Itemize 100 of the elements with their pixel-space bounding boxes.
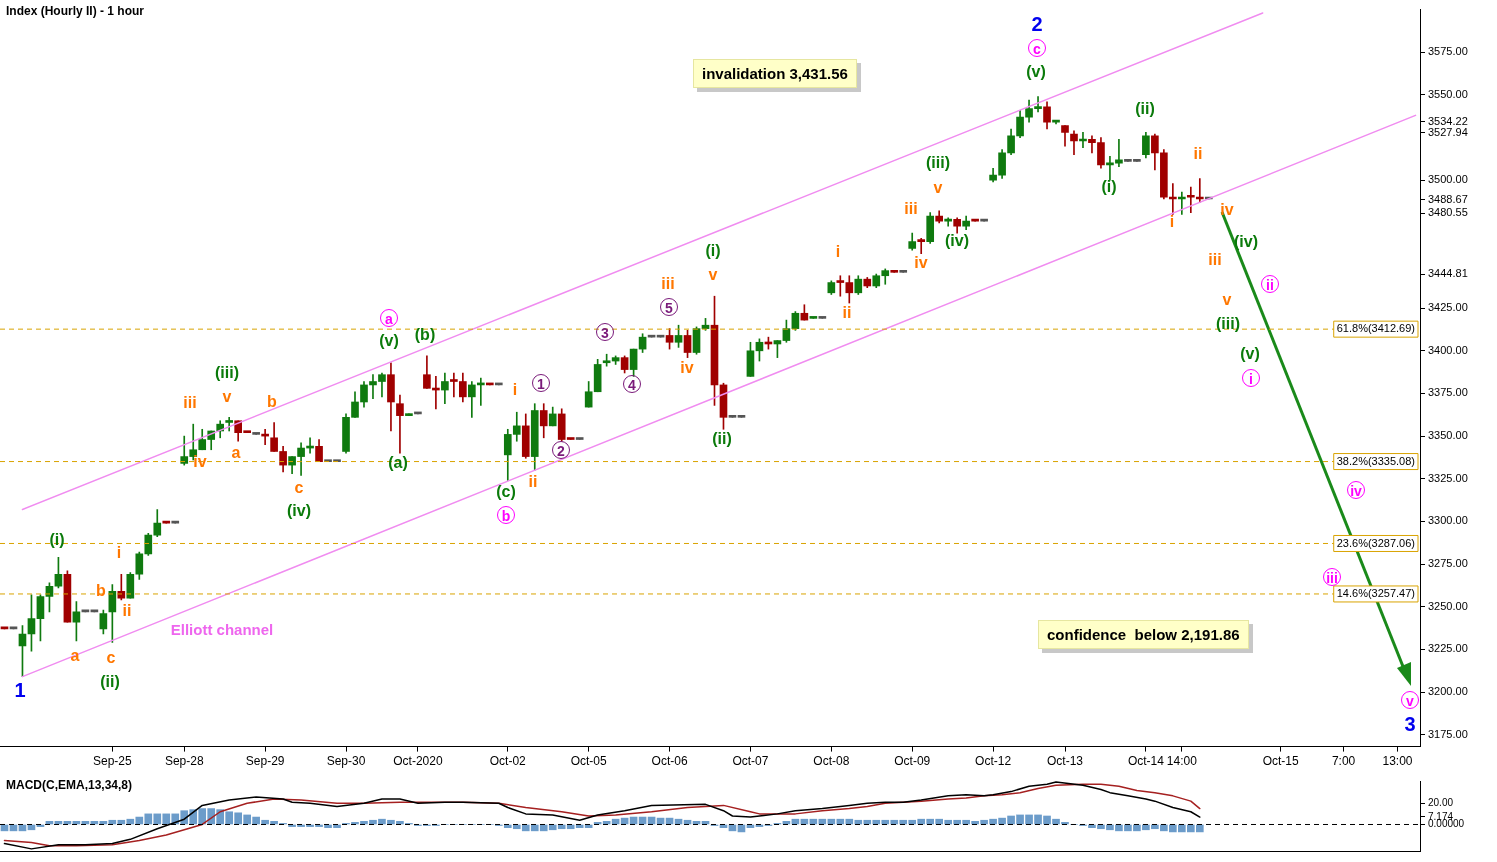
annotation: iii xyxy=(1323,568,1341,586)
y-tick-label: 3550.00 xyxy=(1428,87,1468,100)
annotation: 3 xyxy=(1404,713,1416,735)
x-tick-label: 14:00 xyxy=(1166,754,1198,769)
annotation: (b) xyxy=(414,326,436,343)
annotation: ii xyxy=(122,602,132,619)
annotation: 1 xyxy=(532,374,550,392)
y-tick-label: 3250.00 xyxy=(1428,599,1468,612)
y-tick-label: 3275.00 xyxy=(1428,557,1468,570)
chart-title: Index (Hourly II) - 1 hour xyxy=(6,4,145,18)
annotation: confidence below 2,191.86 xyxy=(1038,620,1249,649)
annotation: a xyxy=(380,309,398,327)
annotation: v xyxy=(1401,691,1419,709)
x-tick-label: Oct-14 xyxy=(1127,754,1165,769)
x-tick-label: Oct-15 xyxy=(1262,754,1300,769)
y-tick-label: 3300.00 xyxy=(1428,514,1468,527)
x-tick-label: Oct-12 xyxy=(975,754,1012,769)
annotation: iii xyxy=(1208,251,1222,268)
annotation: iv xyxy=(680,359,694,376)
y-tick-label: 3527.94 xyxy=(1428,125,1468,138)
annotation: i xyxy=(835,243,841,260)
annotation: i xyxy=(1242,369,1260,387)
annotation: (v) xyxy=(1240,345,1260,362)
ref-line-label: 61.8%(3412.69) xyxy=(1336,322,1415,335)
annotation: iv xyxy=(1220,201,1234,218)
annotation: iv xyxy=(914,254,928,271)
y-tick-label: 3500.00 xyxy=(1428,173,1468,186)
annotation: i xyxy=(1169,213,1175,230)
annotation: (i) xyxy=(705,242,721,259)
ref-line-label: 23.6%(3287.06) xyxy=(1336,536,1415,549)
annotation: ii xyxy=(1261,275,1279,293)
x-tick-label: 7:00 xyxy=(1331,754,1356,769)
annotation: 3 xyxy=(596,323,614,341)
annotation: b xyxy=(96,582,106,599)
annotation: a xyxy=(231,444,241,461)
x-tick-label: Sep-28 xyxy=(164,754,204,769)
y-tick-label: 3575.00 xyxy=(1428,45,1468,58)
annotation: (iv) xyxy=(945,232,969,249)
annotation: 2 xyxy=(552,441,570,459)
annotation: (iv) xyxy=(1234,233,1258,250)
y-tick-label: 0.00000 xyxy=(1428,818,1465,830)
annotation: v xyxy=(708,266,718,283)
chart-title: MACD(C,EMA,13,34,8) xyxy=(6,778,133,792)
x-tick-label: Oct-02 xyxy=(489,754,527,769)
annotation: (i) xyxy=(1101,178,1117,195)
x-tick-label: Oct-13 xyxy=(1046,754,1084,769)
annotation: iii xyxy=(661,275,675,292)
annotation: iii xyxy=(904,200,918,217)
x-tick-label: 13:00 xyxy=(1382,754,1413,769)
x-tick-label: Oct-08 xyxy=(813,754,850,769)
y-tick-label: 3534.22 xyxy=(1428,114,1468,127)
y-tick-label: 3325.00 xyxy=(1428,471,1468,484)
y-tick-label: 3375.00 xyxy=(1428,386,1468,399)
annotation: (ii) xyxy=(1135,100,1155,117)
annotation: ii xyxy=(842,304,852,321)
x-tick-label: Oct-05 xyxy=(570,754,607,769)
x-tick-label: Oct-06 xyxy=(651,754,688,769)
ref-line-label: 38.2%(3335.08) xyxy=(1336,454,1415,467)
annotation: (iv) xyxy=(287,502,311,519)
y-tick-label: 20.00 xyxy=(1428,797,1454,809)
y-tick-label: 3400.00 xyxy=(1428,343,1468,356)
annotation: v xyxy=(933,179,943,196)
annotation: (a) xyxy=(388,454,408,471)
x-tick-label: Oct-07 xyxy=(732,754,769,769)
annotation: 5 xyxy=(660,298,678,316)
annotation: (ii) xyxy=(100,673,120,690)
annotation: v xyxy=(1222,291,1232,308)
x-tick-label: Sep-30 xyxy=(326,754,366,769)
annotation: (v) xyxy=(1026,63,1046,80)
y-tick-label: 3200.00 xyxy=(1428,685,1468,698)
annotation: b xyxy=(267,393,277,410)
annotation: Elliott channel xyxy=(170,620,274,638)
annotation: (iii) xyxy=(926,154,950,171)
x-tick-label: Sep-25 xyxy=(92,754,133,769)
annotation: ii xyxy=(1193,145,1203,162)
annotation: (iii) xyxy=(215,364,239,381)
x-tick-label: Oct-09 xyxy=(894,754,931,769)
annotation: iv xyxy=(193,453,207,470)
y-tick-label: 3488.67 xyxy=(1428,192,1468,205)
annotation: iv xyxy=(1347,481,1365,499)
annotation: (iii) xyxy=(1216,315,1240,332)
annotation: c xyxy=(106,649,116,666)
annotation: c xyxy=(1028,39,1046,57)
y-tick-label: 3225.00 xyxy=(1428,642,1468,655)
x-tick-label: Oct-2020 xyxy=(393,754,443,769)
annotation: v xyxy=(222,388,232,405)
y-tick-label: 3425.00 xyxy=(1428,301,1468,314)
annotation: invalidation 3,431.56 xyxy=(693,59,857,88)
annotation: (v) xyxy=(379,332,399,349)
annotation: a xyxy=(70,647,80,664)
annotation: 4 xyxy=(623,375,641,393)
x-tick-label: Sep-29 xyxy=(245,754,285,769)
annotation: 2 xyxy=(1031,13,1043,35)
annotation: 1 xyxy=(14,679,26,701)
annotation: ii xyxy=(528,473,538,490)
annotation: (c) xyxy=(496,483,516,500)
annotation: b xyxy=(497,506,515,524)
y-tick-label: 3444.81 xyxy=(1428,267,1468,280)
annotation: iii xyxy=(183,394,197,411)
annotation: (i) xyxy=(49,531,65,548)
